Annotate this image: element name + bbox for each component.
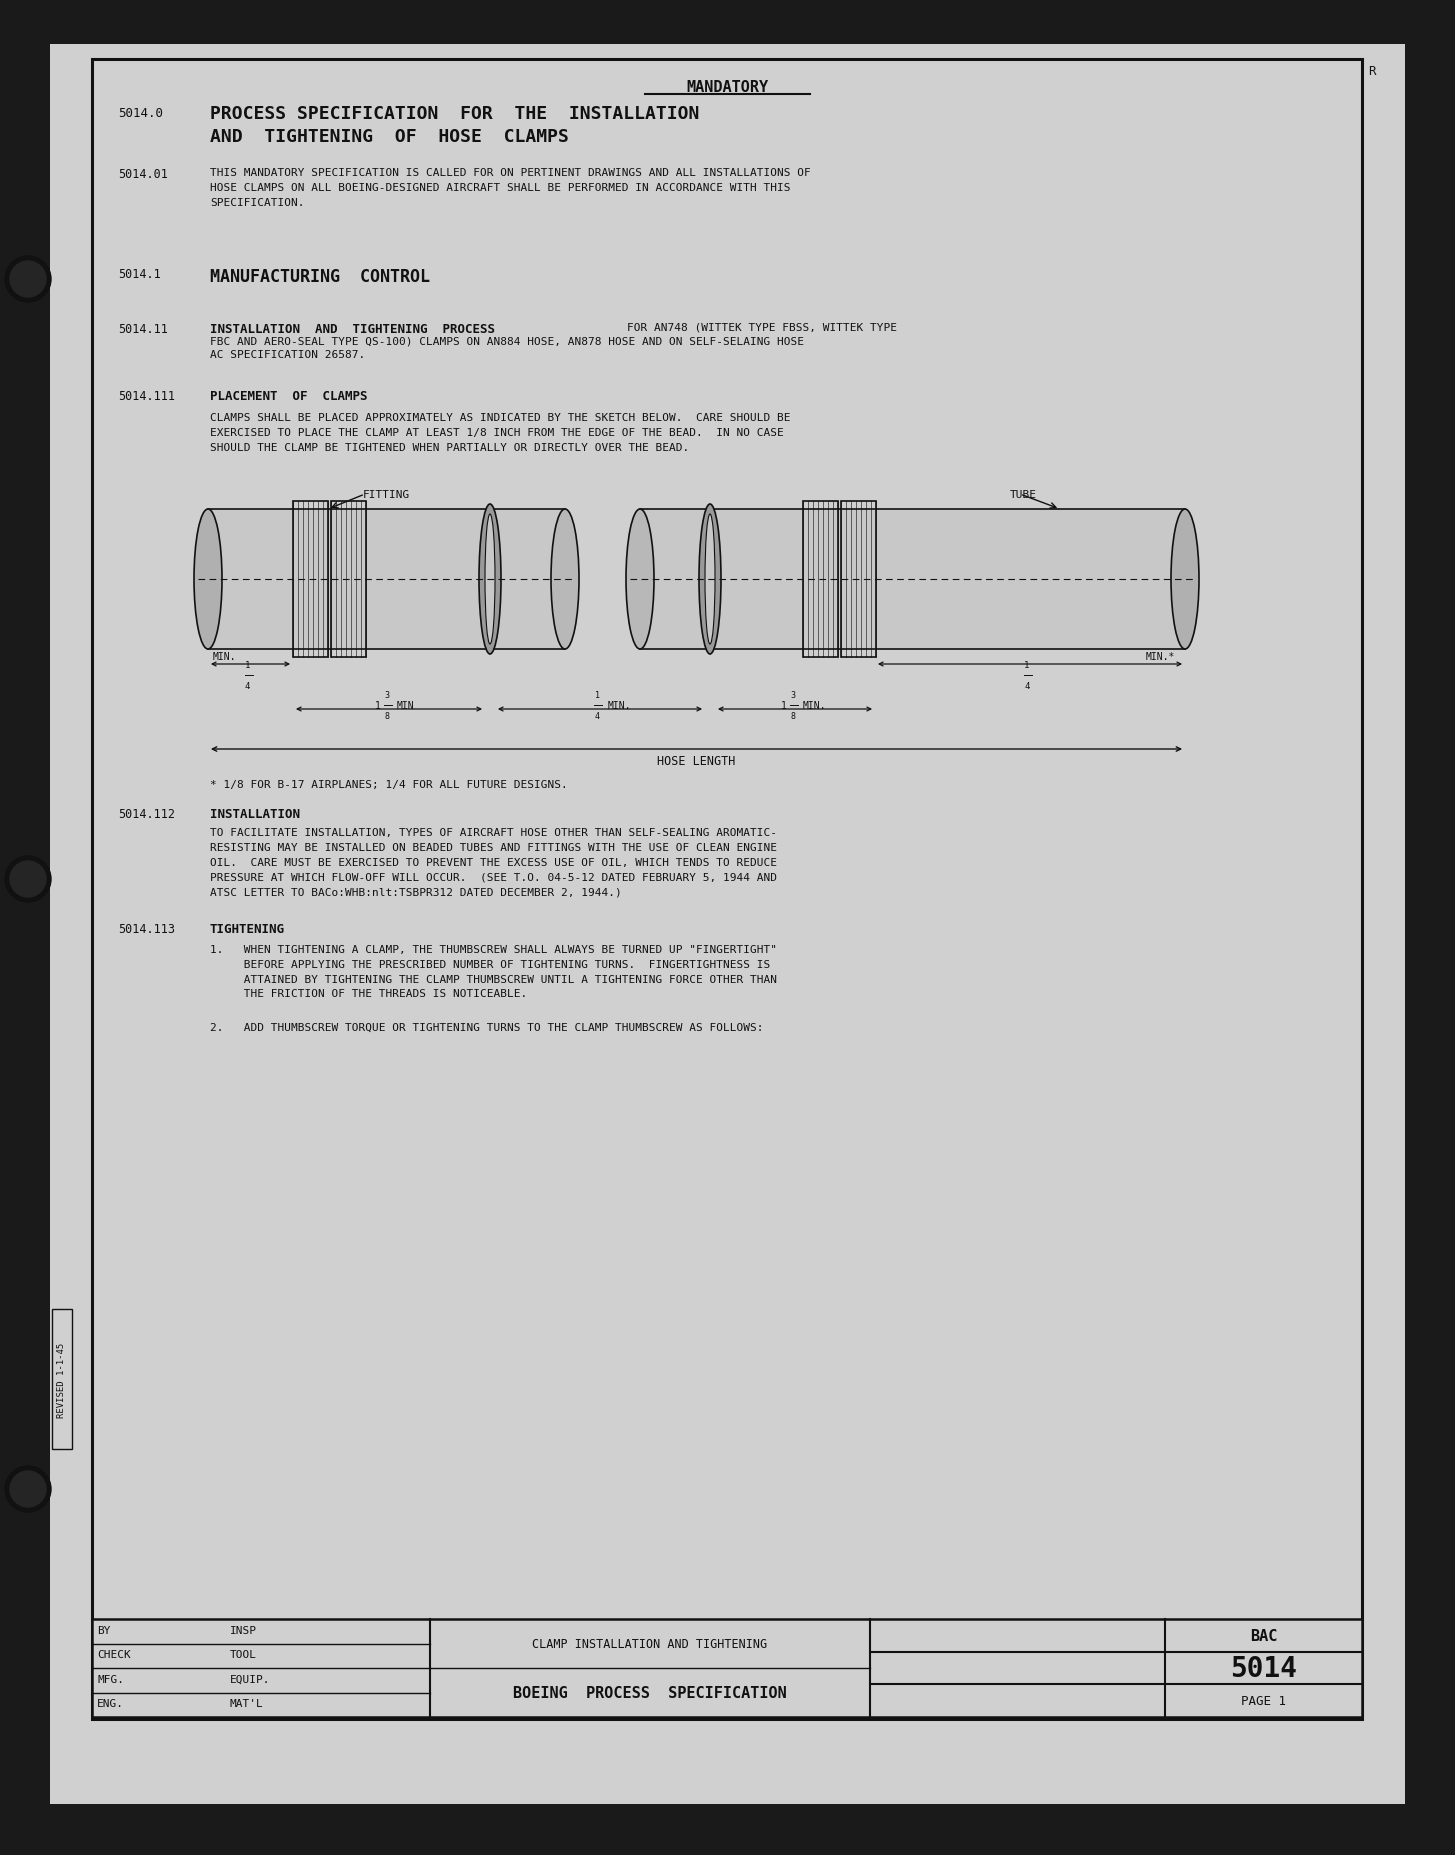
Ellipse shape [1171, 510, 1199, 649]
Text: MFG.: MFG. [97, 1673, 124, 1684]
Text: * 1/8 FOR B-17 AIRPLANES; 1/4 FOR ALL FUTURE DESIGNS.: * 1/8 FOR B-17 AIRPLANES; 1/4 FOR ALL FU… [210, 779, 567, 790]
Text: MIN.: MIN. [212, 651, 237, 662]
Text: MIN: MIN [397, 701, 415, 710]
Circle shape [10, 1471, 47, 1506]
Text: 5014.01: 5014.01 [118, 169, 167, 182]
Ellipse shape [485, 514, 495, 646]
Bar [803, 501, 838, 659]
Text: INSTALLATION  AND  TIGHTENING  PROCESS: INSTALLATION AND TIGHTENING PROCESS [210, 323, 495, 336]
Text: CLAMPS SHALL BE PLACED APPROXIMATELY AS INDICATED BY THE SKETCH BELOW.  CARE SHO: CLAMPS SHALL BE PLACED APPROXIMATELY AS … [210, 414, 790, 453]
Text: 5014.11: 5014.11 [118, 323, 167, 336]
Text: TUBE: TUBE [1010, 490, 1037, 499]
Circle shape [10, 861, 47, 898]
Text: 1: 1 [375, 701, 381, 710]
Circle shape [4, 256, 51, 302]
Text: CHECK: CHECK [97, 1649, 131, 1660]
Text: 1.   WHEN TIGHTENING A CLAMP, THE THUMBSCREW SHALL ALWAYS BE TURNED UP "FINGERTI: 1. WHEN TIGHTENING A CLAMP, THE THUMBSCR… [210, 944, 777, 998]
Text: 5014.1: 5014.1 [118, 267, 160, 280]
Text: MIN.*: MIN.* [1145, 651, 1176, 662]
Text: TIGHTENING: TIGHTENING [210, 922, 285, 935]
Ellipse shape [551, 510, 579, 649]
Text: TO FACILITATE INSTALLATION, TYPES OF AIRCRAFT HOSE OTHER THAN SELF-SEALING AROMA: TO FACILITATE INSTALLATION, TYPES OF AIR… [210, 827, 777, 896]
Ellipse shape [194, 510, 223, 649]
Text: 5014.111: 5014.111 [118, 390, 175, 403]
Ellipse shape [706, 514, 714, 646]
Bar [92, 1619, 1362, 1718]
Bar [841, 501, 876, 659]
Text: MIN.: MIN. [803, 701, 826, 710]
Text: THIS MANDATORY SPECIFICATION IS CALLED FOR ON PERTINENT DRAWINGS AND ALL INSTALL: THIS MANDATORY SPECIFICATION IS CALLED F… [210, 169, 810, 208]
Text: PLACEMENT  OF  CLAMPS: PLACEMENT OF CLAMPS [210, 390, 368, 403]
Text: MIN.: MIN. [608, 701, 631, 710]
Text: MANDATORY: MANDATORY [685, 80, 768, 95]
Bar [292, 501, 327, 659]
Text: 1: 1 [244, 660, 250, 670]
Text: BAC: BAC [1250, 1629, 1277, 1644]
Text: ENG.: ENG. [97, 1699, 124, 1708]
Text: FITTING: FITTING [362, 490, 410, 499]
Text: 1: 1 [595, 690, 599, 699]
Text: INSTALLATION: INSTALLATION [210, 807, 300, 820]
Text: AC SPECIFICATION 26587.: AC SPECIFICATION 26587. [210, 351, 365, 360]
Text: AND  TIGHTENING  OF  HOSE  CLAMPS: AND TIGHTENING OF HOSE CLAMPS [210, 128, 569, 147]
Text: 1: 1 [781, 701, 787, 710]
Text: 2.   ADD THUMBSCREW TORQUE OR TIGHTENING TURNS TO THE CLAMP THUMBSCREW AS FOLLOW: 2. ADD THUMBSCREW TORQUE OR TIGHTENING T… [210, 1022, 764, 1033]
Text: 8: 8 [384, 712, 390, 720]
Circle shape [4, 1465, 51, 1512]
Text: 4: 4 [1024, 681, 1030, 690]
Bar [208, 510, 565, 649]
Text: REVISED 1-1-45: REVISED 1-1-45 [58, 1341, 67, 1417]
Text: TOOL: TOOL [230, 1649, 258, 1660]
Text: FOR AN748 (WITTEK TYPE FBSS, WITTEK TYPE: FOR AN748 (WITTEK TYPE FBSS, WITTEK TYPE [627, 323, 896, 332]
Ellipse shape [479, 505, 501, 655]
Text: 4: 4 [244, 681, 250, 690]
Text: R: R [1368, 65, 1375, 78]
Text: MAT'L: MAT'L [230, 1699, 263, 1708]
Text: FBC AND AERO-SEAL TYPE QS-100) CLAMPS ON AN884 HOSE, AN878 HOSE AND ON SELF-SELA: FBC AND AERO-SEAL TYPE QS-100) CLAMPS ON… [210, 338, 805, 347]
Text: 5014.112: 5014.112 [118, 807, 175, 820]
Text: PROCESS SPECIFICATION  FOR  THE  INSTALLATION: PROCESS SPECIFICATION FOR THE INSTALLATI… [210, 106, 700, 122]
Text: CLAMP INSTALLATION AND TIGHTENING: CLAMP INSTALLATION AND TIGHTENING [533, 1638, 768, 1651]
Text: INSP: INSP [230, 1625, 258, 1634]
Circle shape [10, 262, 47, 299]
Text: 3: 3 [384, 690, 390, 699]
Text: BY: BY [97, 1625, 111, 1634]
Ellipse shape [626, 510, 653, 649]
Text: HOSE LENGTH: HOSE LENGTH [658, 755, 736, 768]
Text: 1: 1 [1024, 660, 1030, 670]
Bar [92, 59, 1362, 1720]
Circle shape [4, 857, 51, 903]
Bar [52, 1310, 71, 1449]
Bar [330, 501, 367, 659]
Text: 5014.113: 5014.113 [118, 922, 175, 935]
Text: 3: 3 [790, 690, 796, 699]
Text: BOEING  PROCESS  SPECIFICATION: BOEING PROCESS SPECIFICATION [514, 1684, 787, 1699]
Text: MANUFACTURING  CONTROL: MANUFACTURING CONTROL [210, 267, 431, 286]
Bar [640, 510, 1184, 649]
Text: 5014.0: 5014.0 [118, 108, 163, 121]
Text: 8: 8 [790, 712, 796, 720]
Ellipse shape [698, 505, 722, 655]
Text: EQUIP.: EQUIP. [230, 1673, 271, 1684]
Text: 4: 4 [595, 712, 599, 720]
Text: 5014: 5014 [1229, 1655, 1296, 1682]
Text: PAGE 1: PAGE 1 [1241, 1694, 1286, 1707]
